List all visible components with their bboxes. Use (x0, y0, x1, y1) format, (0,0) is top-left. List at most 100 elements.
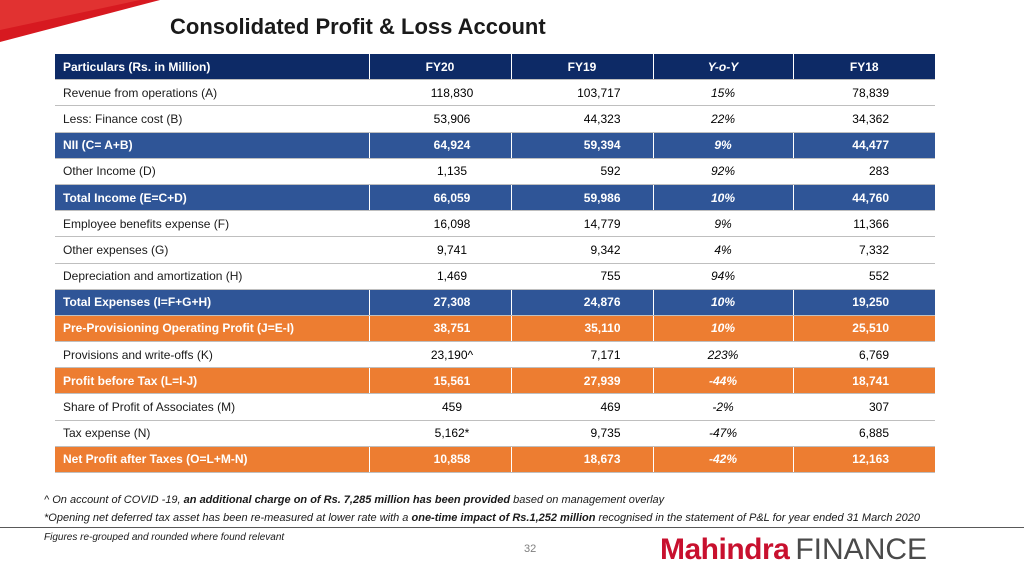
table-row: Tax expense (N) 5,162* 9,735 -47% 6,885 (55, 420, 935, 447)
cell-yoy: 10% (652, 184, 793, 212)
cell-fy18: 11,366 (792, 210, 935, 238)
cell-fy18: 6,769 (792, 341, 935, 369)
page-title: Consolidated Profit & Loss Account (170, 14, 546, 39)
cell-particulars: Net Profit after Taxes (O=L+M-N) (55, 446, 369, 474)
cell-fy20: 23,190^ (368, 341, 511, 369)
cell-fy18: 25,510 (792, 315, 935, 343)
cell-fy20: 15,561 (368, 367, 511, 395)
table-row: Net Profit after Taxes (O=L+M-N) 10,858 18… (55, 446, 935, 474)
cell-yoy: 94% (652, 263, 793, 290)
cell-particulars: Share of Profit of Associates (M) (55, 393, 369, 421)
footer-divider (0, 527, 1024, 528)
table-row: Other Income (D) 1,135 592 92% 283 (55, 158, 935, 185)
cell-fy19: 14,779 (510, 210, 653, 238)
cell-particulars: Less: Finance cost (B) (55, 105, 369, 133)
cell-fy19: 755 (510, 263, 653, 290)
cell-particulars: Tax expense (N) (55, 420, 369, 447)
header-particulars: Particulars (Rs. in Million) (55, 54, 369, 81)
cell-fy20: 64,924 (368, 132, 511, 159)
cell-yoy: 22% (652, 105, 793, 133)
cell-fy20: 27,308 (368, 289, 511, 316)
cell-fy20: 5,162* (368, 420, 511, 447)
logo-word: FINANCE (795, 533, 928, 566)
table-row: Pre-Provisioning Operating Profit (J=E-I… (55, 315, 935, 343)
table-row: Provisions and write-offs (K) 23,190^ 7,17… (55, 341, 935, 369)
cell-fy19: 469 (510, 393, 653, 421)
cell-fy19: 592 (510, 158, 653, 185)
page-number: 32 (524, 543, 537, 555)
cell-yoy: 9% (652, 210, 793, 238)
cell-fy18: 283 (792, 158, 935, 185)
cell-fy19: 59,986 (510, 184, 653, 212)
cell-fy19: 18,673 (510, 446, 653, 474)
footnote-tax: *Opening net deferred tax asset has been… (44, 509, 920, 527)
logo-brand: Mahindra (660, 533, 790, 566)
cell-particulars: Total Income (E=C+D) (55, 184, 369, 212)
table-header-row: Particulars (Rs. in Million) FY20 FY19 Y… (55, 54, 935, 81)
cell-fy20: 53,906 (368, 105, 511, 133)
cell-fy20: 38,751 (368, 315, 511, 343)
cell-particulars: Pre-Provisioning Operating Profit (J=E-I… (55, 315, 369, 343)
cell-fy20: 66,059 (368, 184, 511, 212)
table-row: Profit before Tax (L=I-J) 15,561 27,939 -44… (55, 367, 935, 395)
table-row: Depreciation and amortization (H) 1,469 75… (55, 263, 935, 290)
table-row: Other expenses (G) 9,741 9,342 4% 7,332 (55, 236, 935, 264)
footnote-covid: ^ On account of COVID -19, an additional… (44, 491, 920, 509)
cell-fy20: 10,858 (368, 446, 511, 474)
cell-fy20: 1,469 (368, 263, 511, 290)
table-row: Share of Profit of Associates (M) 459 469-… (55, 393, 935, 421)
footnote-tax-bold: one-time impact of Rs.1,252 million (411, 512, 596, 524)
header-yoy: Y-o-Y (652, 54, 793, 81)
corner-decoration (0, 0, 160, 42)
cell-yoy: 9% (652, 132, 793, 159)
cell-particulars: Provisions and write-offs (K) (55, 341, 369, 369)
cell-fy20: 1,135 (368, 158, 511, 185)
cell-fy20: 9,741 (368, 236, 511, 264)
cell-yoy: -2% (652, 393, 793, 421)
cell-yoy: -44% (652, 367, 793, 395)
cell-yoy: 10% (652, 315, 793, 343)
cell-fy18: 12,163 (792, 446, 935, 474)
footnote-tax-tail: recognised in the statement of P&L for y… (595, 512, 920, 524)
cell-fy19: 9,342 (510, 236, 653, 264)
cell-fy18: 44,477 (792, 132, 935, 159)
cell-fy18: 78,839 (792, 79, 935, 107)
cell-particulars: Revenue from operations (A) (55, 79, 369, 107)
cell-fy20: 16,098 (368, 210, 511, 238)
table-row: Total Expenses (I=F+G+H) 27,308 24,876 10% 1… (55, 289, 935, 316)
cell-fy18: 7,332 (792, 236, 935, 264)
footnote-covid-text: ^ On account of COVID -19, (44, 494, 184, 506)
cell-particulars: Profit before Tax (L=I-J) (55, 367, 369, 395)
cell-particulars: Total Expenses (I=F+G+H) (55, 289, 369, 316)
cell-particulars: Other expenses (G) (55, 236, 369, 264)
cell-fy18: 552 (792, 263, 935, 290)
cell-particulars: Depreciation and amortization (H) (55, 263, 369, 290)
table-row: Employee benefits expense (F) 16,098 14,77… (55, 210, 935, 238)
cell-fy18: 19,250 (792, 289, 935, 316)
cell-fy19: 44,323 (510, 105, 653, 133)
cell-fy18: 44,760 (792, 184, 935, 212)
cell-fy19: 103,717 (510, 79, 653, 107)
cell-fy19: 24,876 (510, 289, 653, 316)
footnotes: ^ On account of COVID -19, an additional… (44, 491, 920, 527)
cell-fy20: 459 (368, 393, 511, 421)
regroup-note: Figures re-grouped and rounded where fou… (44, 532, 285, 543)
cell-yoy: 10% (652, 289, 793, 316)
cell-yoy: 15% (652, 79, 793, 107)
cell-yoy: 4% (652, 236, 793, 264)
table-row: Revenue from operations (A) 118,830 103,71… (55, 79, 935, 107)
footnote-covid-bold: an additional charge on of Rs. 7,285 mil… (183, 494, 511, 506)
cell-fy19: 59,394 (510, 132, 653, 159)
cell-fy18: 307 (792, 393, 935, 421)
footnote-covid-tail: based on management overlay (510, 494, 665, 506)
cell-fy20: 118,830 (368, 79, 511, 107)
cell-particulars: Other Income (D) (55, 158, 369, 185)
cell-particulars: Employee benefits expense (F) (55, 210, 369, 238)
cell-yoy: 92% (652, 158, 793, 185)
cell-yoy: 223% (652, 341, 793, 369)
mahindra-finance-logo: Mahindra FINANCE (660, 534, 927, 566)
cell-yoy: -42% (652, 446, 793, 474)
cell-fy18: 34,362 (792, 105, 935, 133)
cell-fy19: 7,171 (510, 341, 653, 369)
header-fy20: FY20 (368, 54, 511, 81)
